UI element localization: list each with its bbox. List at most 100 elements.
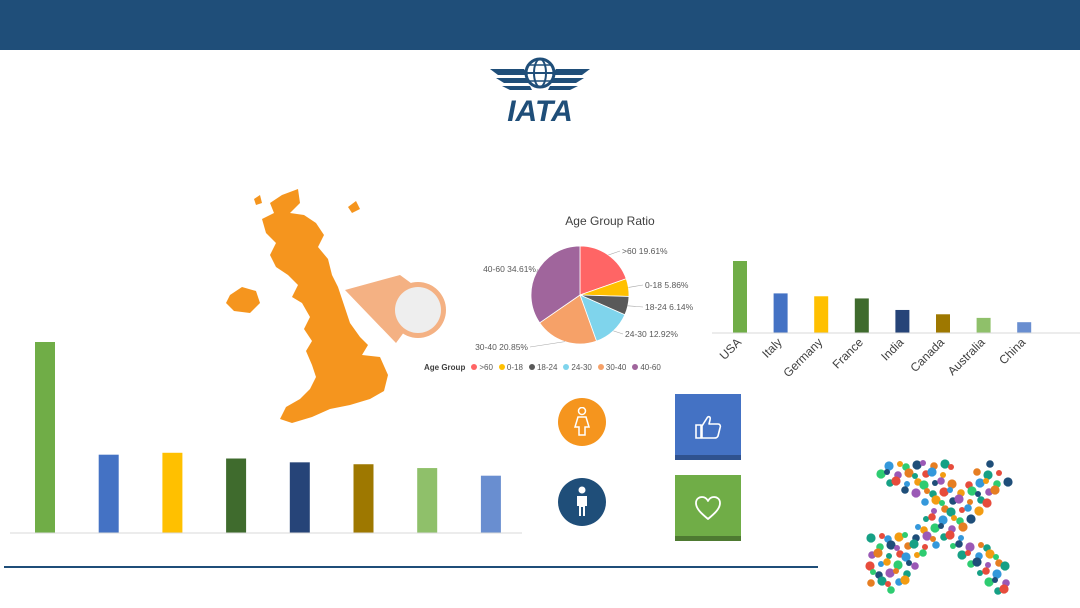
travel-icon-dot <box>983 478 989 484</box>
thumbs-up-icon <box>695 415 722 439</box>
age-group-pie-chart: >60 19.61% 0-18 5.86% 18-24 6.14% 24-30 12.… <box>440 232 710 356</box>
travel-icon-dot <box>930 523 940 533</box>
country-tick-label: USA <box>717 335 744 362</box>
heart-tile[interactable] <box>675 475 741 541</box>
pie-data-label: >60 19.61% <box>622 246 668 256</box>
male-icon-button[interactable] <box>558 478 606 526</box>
travel-icon-dot <box>985 549 995 559</box>
left-bar <box>226 458 247 533</box>
travel-icon-dot <box>866 533 876 543</box>
travel-icon-dot <box>990 485 1000 495</box>
travel-icon-dot <box>931 508 937 514</box>
travel-icon-dot <box>947 479 957 489</box>
country-tick-label: Germany <box>781 335 826 380</box>
travel-icon-dot <box>867 579 875 587</box>
travel-icon-dot <box>873 548 883 558</box>
travel-icons-airplane <box>858 443 1028 598</box>
country-bar <box>854 298 869 333</box>
travel-icon-dot <box>915 524 921 530</box>
travel-icon-dot <box>964 504 972 512</box>
travel-icon-dot <box>884 469 890 475</box>
travel-icon-dot <box>986 460 994 468</box>
travel-icon-dot <box>985 562 991 568</box>
iata-globe-wings-icon: IATA <box>490 57 590 127</box>
country-bar <box>936 314 950 333</box>
travel-icon-dot <box>948 464 954 470</box>
travel-icon-dot <box>911 488 921 498</box>
travel-icon-dot <box>894 545 900 551</box>
travel-icon-dot <box>886 540 896 550</box>
country-bar <box>976 317 991 333</box>
country-bar <box>773 293 788 333</box>
travel-icon-dot <box>919 549 927 557</box>
travel-icon-dot <box>900 575 910 585</box>
travel-icon-dot <box>982 567 990 575</box>
travel-icon-dot <box>877 576 887 586</box>
pie-legend-label: 30-40 <box>605 362 627 372</box>
travel-icon-dot <box>993 554 999 560</box>
travel-icon-dot <box>886 553 892 559</box>
travel-icon-dot <box>927 467 937 477</box>
travel-icon-dot <box>973 468 981 476</box>
travel-icon-dot <box>920 460 926 466</box>
travel-icon-dot <box>992 577 998 583</box>
travel-icon-dot <box>999 584 1009 594</box>
pie-legend-label: >60 <box>479 362 493 372</box>
pie-leader-line <box>613 330 624 335</box>
pie-legend-swatch <box>563 364 570 370</box>
country-bar <box>814 296 829 333</box>
pie-data-label: 30-40 20.85% <box>475 342 528 352</box>
like-tile[interactable] <box>675 394 741 460</box>
travel-icon-dot <box>958 522 968 532</box>
travel-icon-dot <box>939 500 945 506</box>
travel-icon-dot <box>911 562 919 570</box>
country-tick-label: Canada <box>907 335 947 375</box>
travel-icon-dot <box>885 568 895 578</box>
pie-data-label: 0-18 5.86% <box>645 280 689 290</box>
pie-legend-item: 24-30 <box>563 363 592 372</box>
left-bar-chart <box>10 330 522 538</box>
pie-data-label: 40-60 34.61% <box>483 264 536 274</box>
travel-icon-dot <box>955 540 963 548</box>
country-bar-chart: USA Italy Germany France India Canada Australi… <box>712 250 1080 395</box>
female-icon-button[interactable] <box>558 398 606 446</box>
travel-icon-dot <box>975 478 985 488</box>
travel-icon-dot <box>946 507 956 517</box>
travel-icon-dot <box>906 560 912 566</box>
travel-icon-dot <box>959 507 965 513</box>
travel-icon-dot <box>904 481 910 487</box>
travel-icon-dot <box>879 533 885 539</box>
pie-leader-line <box>529 341 566 348</box>
travel-icon-dot <box>938 515 948 525</box>
pie-legend-item: 40-60 <box>632 363 661 372</box>
pie-legend-item: 30-40 <box>597 362 627 372</box>
travel-icon-dot <box>883 558 891 566</box>
pie-legend-label: 18-24 <box>536 362 558 372</box>
travel-icon-dot <box>912 473 918 479</box>
pie-data-label: 24-30 12.92% <box>625 329 678 339</box>
pie-chart-title: Age Group Ratio <box>565 214 655 228</box>
pie-leader-line <box>608 250 621 256</box>
left-bar <box>289 462 310 533</box>
uk-map <box>220 185 460 435</box>
travel-icon-dot <box>992 569 1002 579</box>
pie-legend-title: Age Group <box>424 362 466 372</box>
footer-divider <box>4 566 818 568</box>
travel-icon-dot <box>887 586 895 594</box>
travel-icon-dot <box>940 472 946 478</box>
country-tick-label: France <box>830 335 867 372</box>
travel-icon-dot <box>930 536 936 542</box>
header-bar <box>0 0 1080 50</box>
pie-data-label: 18-24 6.14% <box>645 302 694 312</box>
travel-icon-dot <box>974 506 984 516</box>
travel-icon-dot <box>957 550 967 560</box>
travel-icon-dot <box>909 539 919 549</box>
travel-icon-dot <box>885 581 891 587</box>
travel-icon-dot <box>967 486 977 496</box>
pie-legend-swatch <box>632 364 639 370</box>
travel-icon-dot <box>984 577 994 587</box>
like-tile-shadow <box>675 455 741 460</box>
left-bar <box>162 452 183 533</box>
travel-icon-dot <box>876 469 886 479</box>
